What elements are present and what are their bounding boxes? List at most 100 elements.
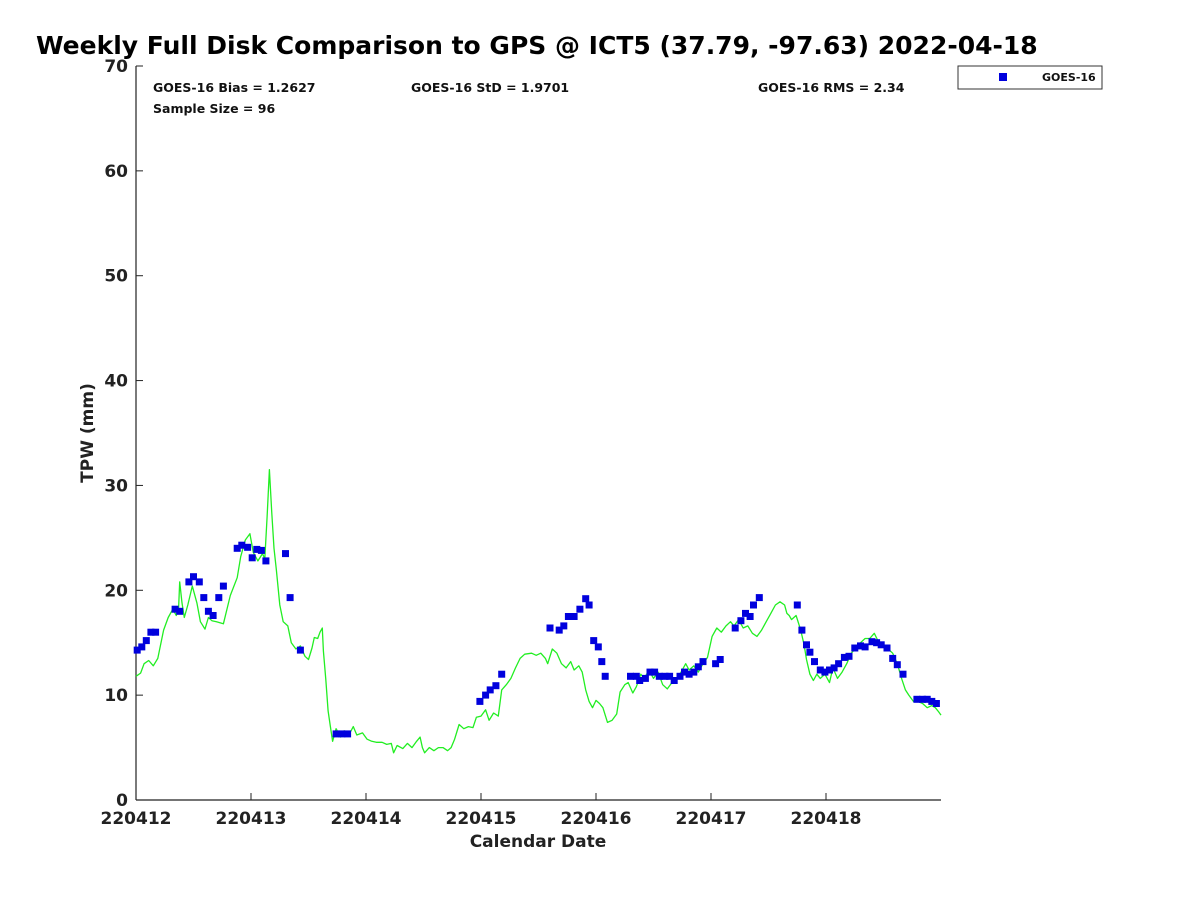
- goes16-point: [253, 545, 261, 553]
- goes16-point: [233, 544, 241, 552]
- x-tick-label: 220413: [216, 809, 287, 829]
- goes16-point: [138, 643, 146, 651]
- x-tick-label: 220412: [101, 809, 172, 829]
- legend-box: [957, 65, 1103, 90]
- goes16-point: [857, 642, 864, 650]
- goes16-point: [755, 594, 763, 602]
- y-tick-label: 10: [104, 686, 128, 706]
- x-tick-label: 220418: [791, 809, 862, 829]
- goes16-point: [296, 646, 304, 654]
- goes16-point: [238, 541, 246, 549]
- goes16-point: [185, 578, 193, 586]
- goes16-point: [806, 648, 814, 656]
- goes16-point: [830, 664, 838, 672]
- bias-stat: GOES-16 Bias = 1.2627: [153, 80, 315, 95]
- goes16-point: [646, 668, 654, 676]
- series-layer: [133, 469, 942, 754]
- goes16-point: [248, 554, 256, 562]
- goes16-point: [889, 654, 897, 662]
- goes16-point: [576, 605, 584, 613]
- rms-stat: GOES-16 RMS = 2.34: [758, 80, 905, 95]
- goes16-point: [666, 672, 674, 680]
- y-tick-label: 50: [104, 267, 128, 287]
- goes16-point: [932, 700, 940, 707]
- goes16-point: [742, 609, 749, 617]
- goes16-point: [498, 670, 506, 678]
- goes16-point: [731, 624, 739, 632]
- goes16-point: [486, 686, 494, 694]
- goes16-point: [868, 638, 876, 646]
- x-tick-label: 220416: [561, 809, 632, 829]
- goes16-point: [627, 672, 634, 680]
- goes16-point: [171, 605, 179, 613]
- goes16-point: [482, 691, 490, 699]
- goes16-point: [816, 666, 824, 674]
- goes16-point: [928, 697, 936, 705]
- goes16-point: [694, 663, 702, 671]
- goes16-point: [699, 658, 707, 666]
- goes16-point: [632, 672, 640, 680]
- goes16-point: [594, 643, 602, 651]
- goes16-point: [641, 674, 649, 682]
- goes16-point: [712, 660, 720, 668]
- sample-size-stat: Sample Size = 96: [153, 101, 275, 116]
- y-tick-label: 60: [104, 162, 128, 182]
- goes16-point: [282, 550, 289, 558]
- goes16-point: [716, 656, 724, 663]
- goes16-point: [681, 668, 688, 676]
- goes16-point: [685, 670, 693, 678]
- goes16-point: [344, 730, 352, 738]
- goes16-point: [750, 601, 757, 609]
- goes16-point: [877, 641, 885, 649]
- goes16-point: [585, 601, 593, 609]
- goes16-point: [147, 628, 155, 636]
- goes16-point: [845, 652, 853, 660]
- y-tick-label: 20: [104, 581, 128, 601]
- x-tick-label: 220415: [446, 809, 517, 829]
- goes16-point: [873, 639, 881, 647]
- goes16-point: [590, 637, 598, 645]
- goes16-point: [332, 730, 340, 738]
- goes16-point: [861, 643, 869, 651]
- goes16-point: [913, 695, 921, 703]
- goes16-point: [636, 677, 644, 684]
- goes16-point: [661, 672, 669, 680]
- std-stat: GOES-16 StD = 1.9701: [411, 80, 569, 95]
- plot-area: 0 10 20 30 40 50 60 70 220412 220413 220414 220415…: [101, 57, 942, 829]
- goes16-point: [826, 666, 833, 674]
- goes16-point: [244, 543, 252, 551]
- goes16-point: [570, 613, 578, 620]
- goes16-point: [200, 594, 208, 602]
- y-tick-label: 70: [104, 57, 128, 77]
- goes16-point: [840, 653, 848, 661]
- goes16-point: [133, 646, 141, 654]
- goes16-point: [899, 670, 907, 678]
- goes16-point: [555, 626, 563, 634]
- goes16-point: [655, 672, 663, 680]
- goes16-point: [883, 644, 891, 652]
- x-axis-ticks: 220412 220413 220414 220415 220416 220417 2204…: [101, 793, 862, 829]
- legend-label-goes16: GOES-16: [1042, 71, 1096, 84]
- chart-title: Weekly Full Disk Comparison to GPS @ ICT…: [36, 31, 1038, 60]
- goes16-point: [204, 607, 212, 615]
- goes16-point: [821, 668, 829, 676]
- goes16-point: [338, 730, 346, 738]
- x-axis-label: Calendar Date: [470, 832, 607, 852]
- goes16-point: [919, 695, 927, 703]
- goes16-point: [219, 582, 227, 590]
- goes16-point: [176, 607, 184, 615]
- goes16-point: [923, 695, 931, 703]
- goes16-point: [676, 672, 684, 680]
- goes16-point: [152, 628, 160, 636]
- goes16-point: [286, 594, 294, 602]
- goes16-point: [546, 624, 554, 632]
- legend: GOES-16: [957, 65, 1103, 90]
- goes16-point: [476, 697, 484, 705]
- goes16-point: [598, 658, 606, 666]
- goes16-point: [190, 573, 197, 581]
- goes16-point: [564, 613, 572, 620]
- goes16-point: [835, 660, 843, 668]
- goes16-point: [893, 661, 901, 669]
